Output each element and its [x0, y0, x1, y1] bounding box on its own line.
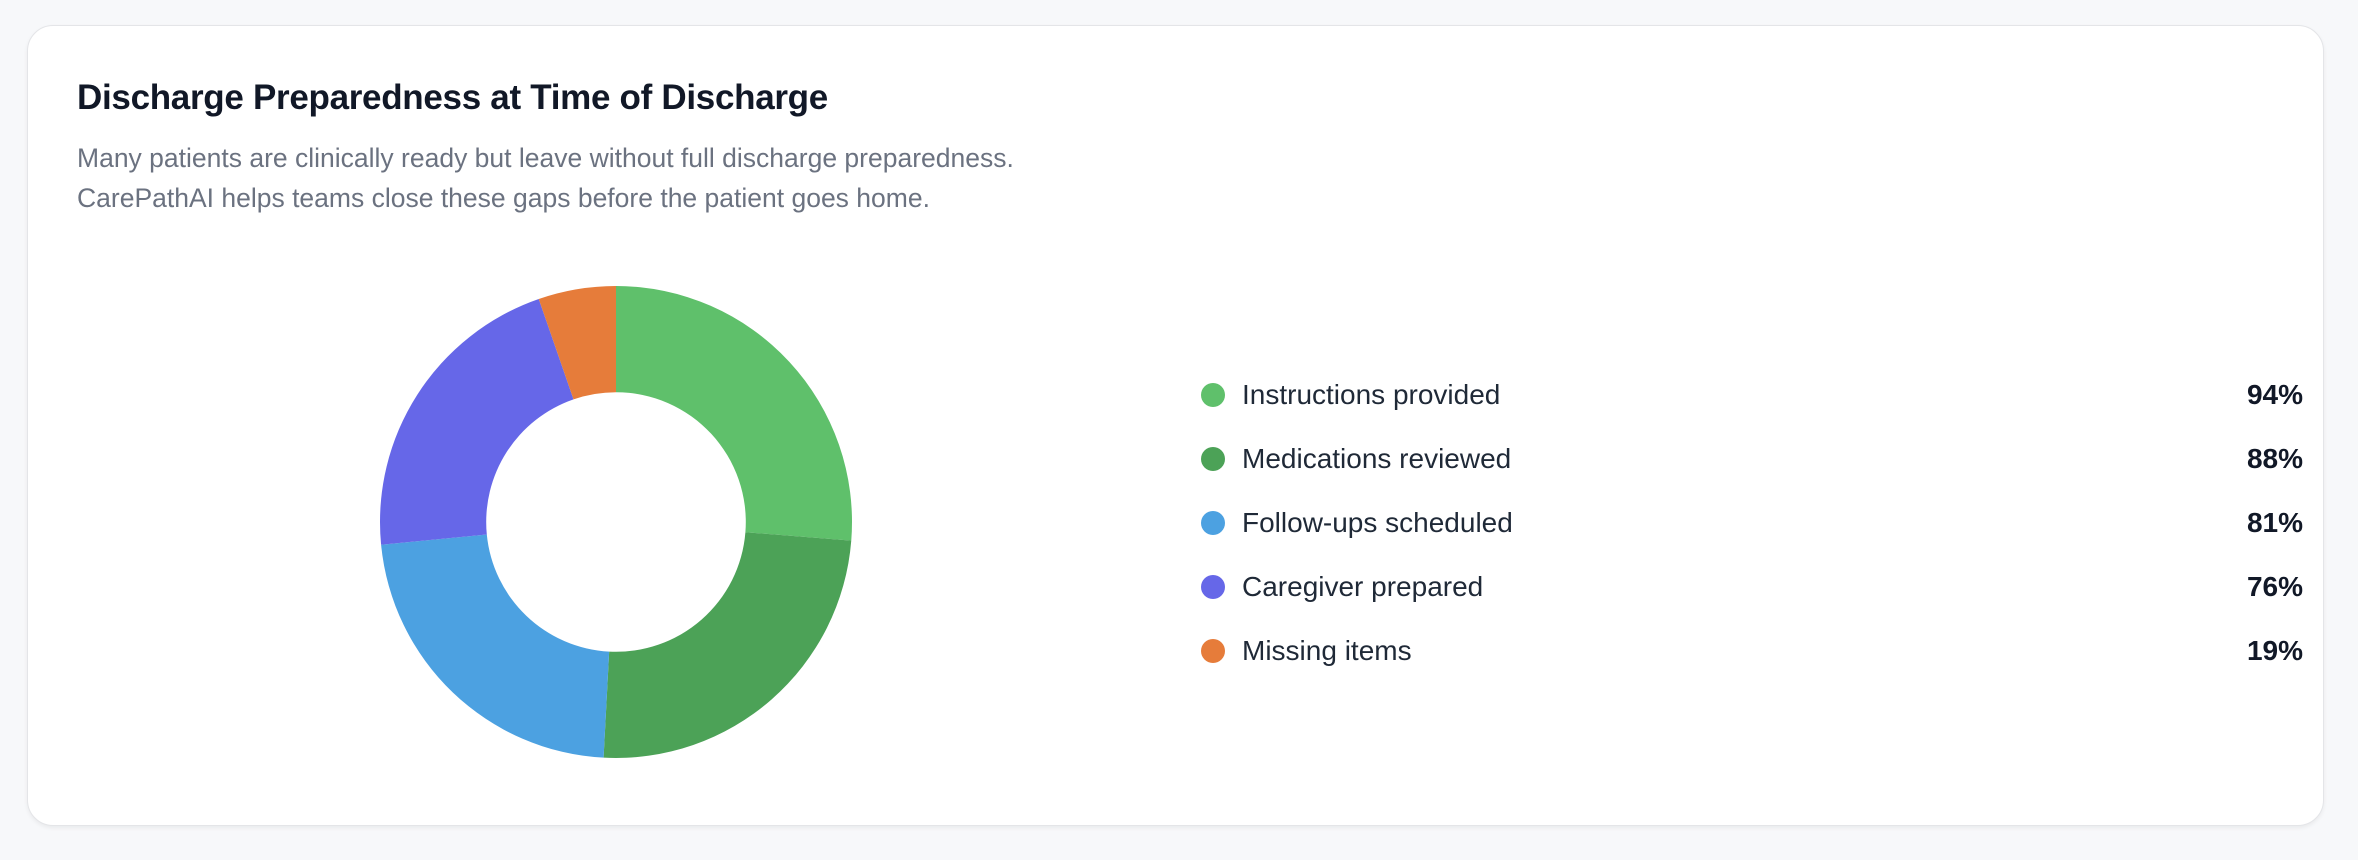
legend-item-follow-ups-scheduled: Follow-ups scheduled 81% [1201, 491, 2303, 555]
chart-card: Discharge Preparedness at Time of Discha… [27, 25, 2324, 826]
legend-label: Caregiver prepared [1242, 571, 1484, 602]
donut-chart [380, 286, 852, 758]
legend-label: Medications reviewed [1242, 443, 1512, 474]
donut-slice-caregiver-prepared [380, 299, 574, 545]
legend-item-caregiver-prepared: Caregiver prepared 76% [1201, 555, 2303, 619]
legend-dot-icon [1201, 447, 1225, 471]
subtitle-line-2: CarePathAI helps teams close these gaps … [77, 183, 930, 213]
legend-dot-icon [1201, 575, 1225, 599]
donut-slice-follow-ups-scheduled [381, 534, 610, 758]
legend-dot-icon [1201, 511, 1225, 535]
subtitle-line-1: Many patients are clinically ready but l… [77, 143, 1014, 173]
legend-dot-icon [1201, 639, 1225, 663]
chart-title: Discharge Preparedness at Time of Discha… [77, 78, 828, 117]
legend-item-missing-items: Missing items 19% [1201, 619, 2303, 683]
legend-value: 88% [2246, 443, 2303, 474]
legend-dot-icon [1201, 383, 1225, 407]
legend-label: Missing items [1242, 635, 1412, 666]
chart-subtitle: Many patients are clinically ready but l… [77, 138, 1014, 218]
legend-item-medications-reviewed: Medications reviewed 88% [1201, 427, 2303, 491]
chart-legend: Instructions provided 94% Medications re… [1201, 363, 2303, 683]
legend-value: 19% [2246, 635, 2303, 666]
legend-label: Follow-ups scheduled [1242, 507, 1513, 538]
donut-slice-missing-items [538, 286, 616, 400]
legend-label: Instructions provided [1242, 379, 1501, 410]
donut-slice-instructions-provided [616, 286, 852, 541]
donut-slice-medications-reviewed [603, 532, 852, 758]
legend-item-instructions-provided: Instructions provided 94% [1201, 363, 2303, 427]
legend-value: 94% [2246, 379, 2303, 410]
legend-value: 81% [2246, 507, 2303, 538]
legend-value: 76% [2246, 571, 2303, 602]
